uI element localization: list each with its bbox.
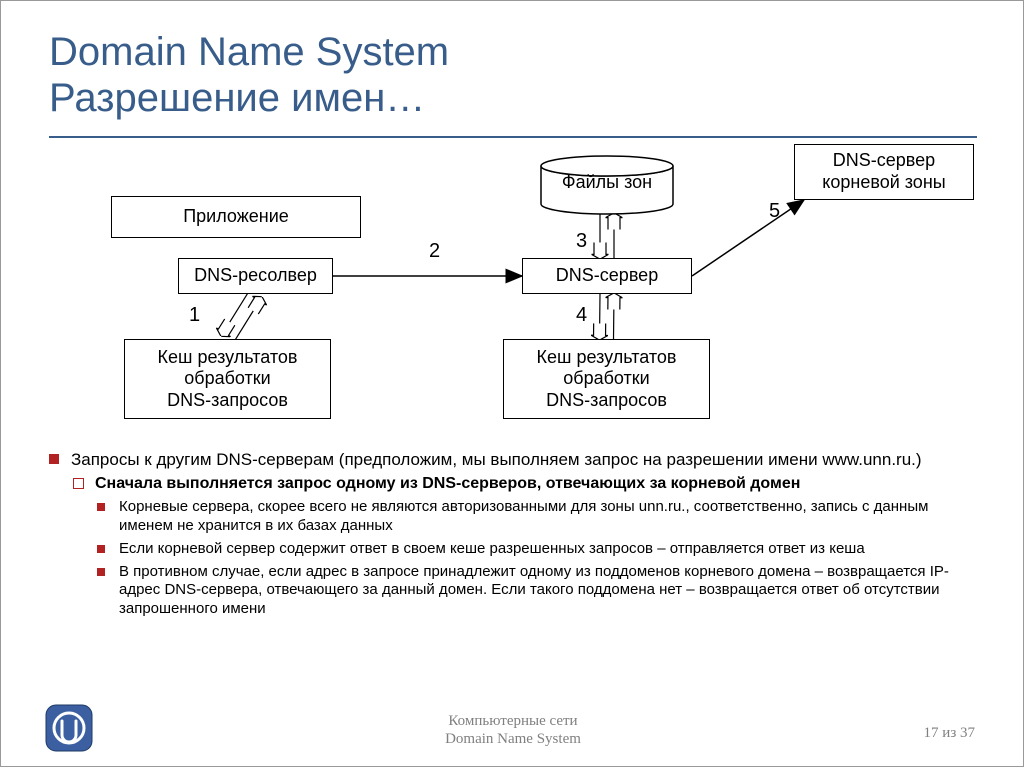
node-cache2: Кеш результатовобработкиDNS-запросов — [503, 339, 710, 419]
bullet-list: Запросы к другим DNS-серверам (предполож… — [49, 449, 979, 623]
bullet-item-2: Корневые сервера, скорее всего не являют… — [97, 498, 979, 536]
node-root: DNS-серверкорневой зоны — [794, 144, 974, 200]
slide-title: Domain Name System Разрешение имен… — [49, 29, 469, 121]
footer-line-1: Компьютерные сети — [448, 713, 577, 729]
title-line-1: Domain Name System — [49, 30, 449, 74]
node-server: DNS-сервер — [522, 258, 692, 294]
title-line-2: Разрешение имен… — [49, 76, 425, 120]
node-zonefiles: Файлы зон — [541, 172, 673, 193]
bullet-item-0: Запросы к другим DNS-серверам (предполож… — [49, 449, 979, 470]
bullet-item-4: В противном случае, если адрес в запросе… — [97, 563, 979, 619]
node-cache1: Кеш результатовобработкиDNS-запросов — [124, 339, 331, 419]
footer-page-number: 17 из 37 — [924, 725, 975, 742]
bullet-item-3: Если корневой сервер содержит ответ в св… — [97, 540, 979, 559]
edge-label-3: 3 — [576, 230, 587, 253]
bullet-item-1: Сначала выполняется запрос одному из DNS… — [73, 474, 979, 494]
footer-line-2: Domain Name System — [445, 731, 581, 747]
dns-diagram: 1 2 3 4 5 Приложение DNS-ресолвер Кеш результат… — [1, 136, 1024, 446]
edge-label-4: 4 — [576, 304, 587, 327]
edge-label-1: 1 — [189, 304, 200, 327]
footer-center: Компьютерные сети Domain Name System — [1, 712, 1024, 748]
node-app: Приложение — [111, 196, 361, 238]
edge-label-5: 5 — [769, 200, 780, 223]
edge-label-2: 2 — [429, 240, 440, 263]
node-resolver: DNS-ресолвер — [178, 258, 333, 294]
